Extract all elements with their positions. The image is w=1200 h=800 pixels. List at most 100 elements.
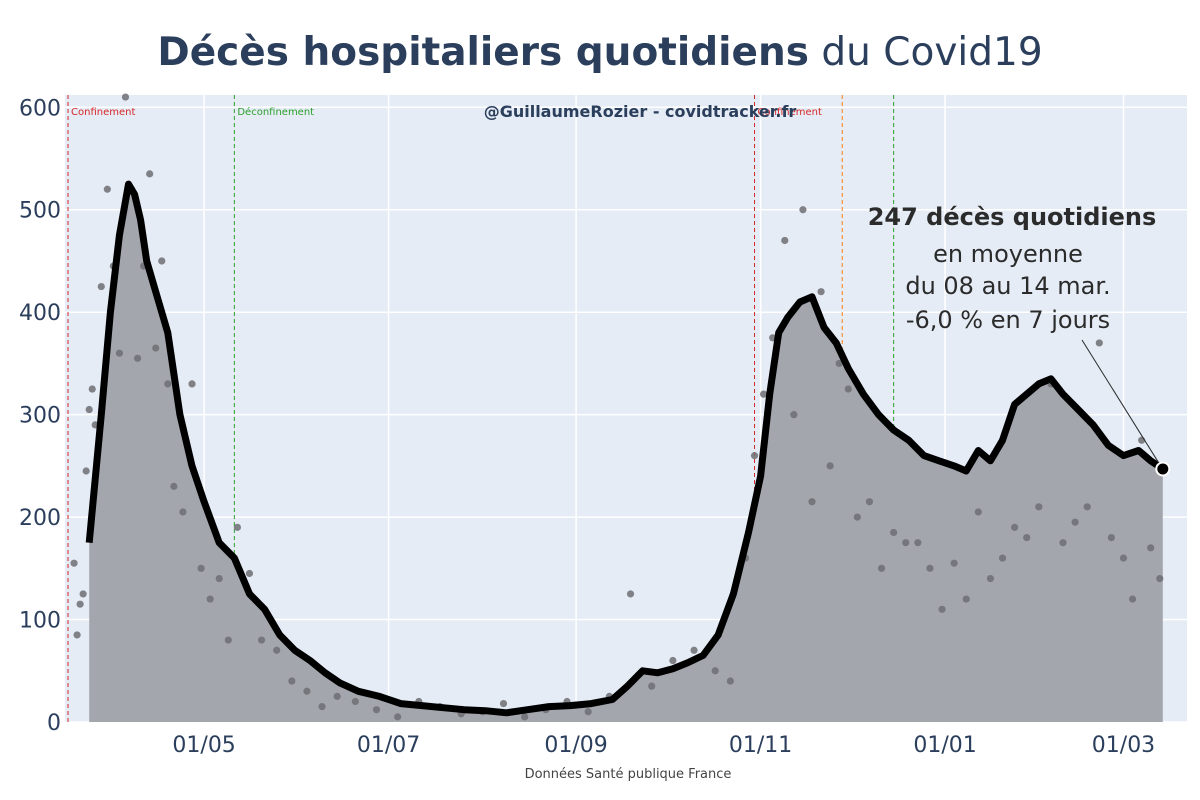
daily-point [152,344,160,352]
daily-point [1147,544,1155,552]
event-label: Déconfinement [237,106,314,118]
daily-point [499,699,508,708]
daily-point [170,482,178,490]
chart-title-bold: Décès hospitaliers quotidiens [157,30,809,75]
daily-point [1095,339,1103,347]
daily-point [79,590,87,598]
daily-point [179,508,187,516]
daily-point [224,636,232,644]
daily-point [521,713,529,721]
annotation-arrow [1081,339,1160,464]
daily-point [257,636,266,644]
daily-point [808,498,816,506]
series-line [85,180,1165,717]
daily-point [726,677,734,685]
x-tick-label: 01/09 [544,733,607,758]
annotation-line4: -6,0 % en 7 jours [906,306,1110,334]
daily-point [584,708,592,716]
daily-point [1119,554,1128,562]
x-axis-ticks: 01/05 01/07 01/09 01/11 01/01 01/03 [172,733,1155,758]
daily-point [877,564,886,572]
x-tick-label: 01/03 [1092,733,1155,758]
daily-point [938,605,946,613]
daily-point [669,656,677,665]
y-tick-label: 500 [19,199,61,224]
daily-point [351,697,359,706]
daily-point [914,539,922,547]
daily-point [626,590,635,598]
daily-point [121,93,130,101]
event-label: Confinement [71,107,135,118]
daily-point [85,405,93,414]
daily-point [648,682,656,690]
daily-point [233,523,241,531]
series-area [89,184,1163,723]
daily-point [711,667,719,675]
daily-point [146,170,154,178]
daily-point [303,687,311,695]
daily-point [974,508,982,516]
chart-title-rest: du Covid19 [808,30,1043,75]
annotation-line3: du 08 au 14 mar. [905,272,1110,300]
daily-point [865,498,874,506]
daily-points [70,93,1164,721]
daily-point [158,257,166,265]
daily-point [1035,503,1043,511]
daily-point [690,646,698,654]
daily-point [1083,503,1091,511]
event-label: Confinement [758,107,822,118]
daily-point [164,380,172,388]
annotation-line2: en moyenne [933,240,1083,268]
daily-point [750,452,759,460]
daily-point [844,385,852,393]
chart-title: Décès hospitaliers quotidiens du Covid19 [0,30,1200,75]
daily-point [394,713,402,721]
daily-point [1023,533,1031,542]
daily-point [188,380,196,388]
daily-point [1128,595,1137,603]
y-tick-label: 400 [19,301,61,326]
x-tick-label: 01/07 [357,733,420,758]
daily-point [1107,533,1115,542]
y-tick-label: 600 [19,96,61,121]
daily-point [902,539,910,547]
daily-point [215,574,223,583]
daily-point [115,349,124,357]
daily-point [206,595,214,603]
y-axis-ticks: 0 100 200 300 400 500 600 [19,96,61,736]
daily-point [781,236,789,245]
event-lines: Confinement Déconfinement Confinement [67,95,895,722]
y-tick-label: 100 [19,609,61,634]
daily-point [950,559,958,567]
daily-point [962,595,970,603]
daily-point [826,462,834,470]
daily-point [88,385,96,393]
x-tick-label: 01/05 [172,733,235,758]
daily-point [73,631,81,639]
daily-point [835,359,843,368]
daily-point [890,528,898,537]
daily-point [76,600,84,608]
daily-point [103,185,111,193]
source-label: Données Santé publique France [525,767,732,782]
daily-point [82,467,90,475]
daily-point [986,574,995,583]
y-tick-label: 0 [47,711,61,736]
daily-point [799,206,807,214]
daily-point [288,677,296,685]
x-tick-label: 01/01 [913,733,976,758]
daily-point [1011,523,1019,531]
daily-point [372,706,381,714]
daily-point [333,692,341,700]
daily-point [926,564,934,572]
daily-point [197,564,205,572]
daily-point [1156,574,1164,583]
daily-point [817,288,825,296]
x-tick-label: 01/11 [729,733,792,758]
daily-point [760,390,768,398]
daily-point [1071,518,1079,526]
daily-point [318,703,326,711]
daily-point [790,411,798,419]
